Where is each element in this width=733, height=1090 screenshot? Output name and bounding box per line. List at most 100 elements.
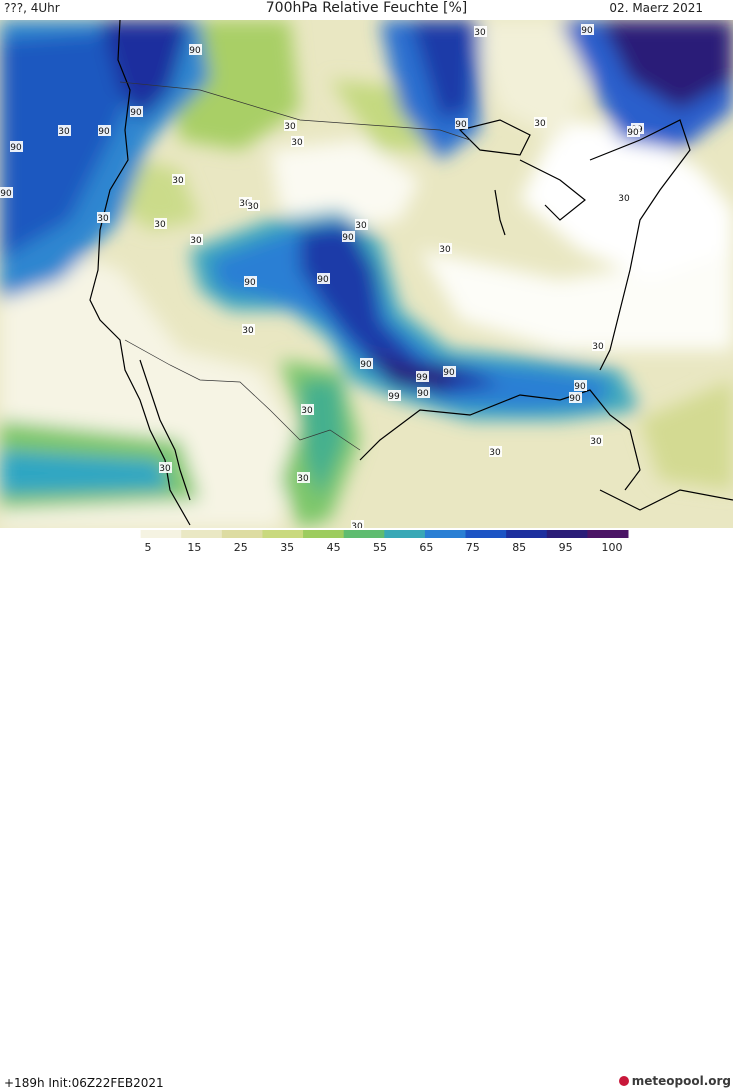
- colorbar-swatch: [221, 530, 263, 538]
- contour-label-text: 30: [301, 406, 313, 416]
- contour-label-text: 30: [618, 194, 630, 204]
- contour-label-text: 90: [130, 108, 142, 118]
- contour-label-text: 90: [574, 382, 586, 392]
- map-title: 700hPa Relative Feuchte [%]: [265, 0, 468, 16]
- contour-label-text: 30: [159, 464, 171, 474]
- colorbar-tick-label: 75: [466, 541, 480, 554]
- contour-label-text: 90: [569, 394, 581, 404]
- colorbar-swatch: [140, 530, 182, 538]
- contour-label-text: 30: [474, 28, 486, 38]
- contour-label-text: 90: [10, 143, 22, 153]
- contour-label: 30: [297, 472, 310, 484]
- contour-label-text: 30: [355, 221, 367, 231]
- contour-label: 30: [351, 520, 364, 528]
- colorbar-tick-label: 85: [512, 541, 526, 554]
- contour-label-text: 90: [98, 127, 110, 137]
- contour-label-text: 30: [489, 448, 501, 458]
- colorbar-tick-label: 35: [280, 541, 294, 554]
- contour-label: 30: [301, 404, 314, 416]
- contour-label: 30: [247, 200, 260, 212]
- political-borders: [119, 81, 471, 451]
- contour-label-text: 30: [172, 176, 184, 186]
- contour-label-text: 30: [297, 474, 309, 484]
- colorbar-tick-label: 5: [145, 541, 152, 554]
- contour-label-text: 90: [244, 278, 256, 288]
- contour-label: 90: [443, 366, 456, 378]
- contour-label-text: 30: [291, 138, 303, 148]
- coastlines: [89, 20, 733, 526]
- contour-label-text: 90: [189, 46, 201, 56]
- contour-label-text: 30: [439, 245, 451, 255]
- contour-label: 30: [58, 125, 71, 137]
- contour-label-text: 99: [388, 392, 400, 402]
- contour-label: 30: [355, 219, 368, 231]
- contour-label-text: 30: [247, 202, 259, 212]
- colorbar-swatch: [506, 530, 548, 538]
- logo-dot-icon: [618, 1075, 629, 1086]
- colorbar: 5 15 25 35 45 55 65 75 85 95 100: [100, 530, 629, 554]
- contour-label: 90: [317, 273, 330, 285]
- contour-label-text: 30: [97, 214, 109, 224]
- contour-label: 99: [388, 390, 401, 402]
- contour-label-text: 90: [360, 360, 372, 370]
- colorbar-tick-label: 65: [419, 541, 433, 554]
- contour-label-text: 30: [534, 119, 546, 129]
- contour-label-text: 30: [58, 127, 70, 137]
- colorbar-swatch: [465, 530, 507, 538]
- contour-label: 30: [534, 117, 547, 129]
- contour-label-text: 90: [0, 189, 12, 199]
- contour-label: 90: [360, 358, 373, 370]
- contour-label: 30: [172, 174, 185, 186]
- contour-label-text: 30: [242, 326, 254, 336]
- contour-label-text: 90: [627, 128, 639, 138]
- contour-label-text: 30: [592, 342, 604, 352]
- contour-label-text: 90: [455, 120, 467, 130]
- meteopool-logo[interactable]: meteopool.org: [618, 1074, 731, 1088]
- logo-text: meteopool.org: [631, 1074, 731, 1088]
- contour-label: 30: [242, 324, 255, 336]
- colorbar-swatch: [181, 530, 223, 538]
- contour-label-text: 90: [342, 233, 354, 243]
- contour-label: 30: [590, 435, 603, 447]
- contour-label-text: 30: [154, 220, 166, 230]
- contour-label: 30: [439, 243, 452, 255]
- contour-label: 90: [130, 106, 143, 118]
- humidity-field: [0, 20, 733, 528]
- contour-label: 30: [489, 446, 502, 458]
- contour-label: 90: [581, 24, 594, 36]
- contour-label: 30: [592, 340, 605, 352]
- contour-label: 30: [618, 192, 631, 204]
- contour-label: 30: [291, 136, 304, 148]
- colorbar-swatch: [587, 530, 629, 538]
- colorbar-swatch: [343, 530, 385, 538]
- colorbar-swatch: [546, 530, 588, 538]
- colorbar-tick-label: 100: [602, 541, 623, 554]
- colorbar-tick-label: 25: [234, 541, 248, 554]
- contour-label: 30: [284, 120, 297, 132]
- contour-label-text: 99: [416, 373, 428, 383]
- contour-label-text: 30: [190, 236, 202, 246]
- contour-label-text: 90: [443, 368, 455, 378]
- contour-label: 99: [416, 371, 429, 383]
- contour-label-text: 30: [239, 199, 251, 209]
- contour-label-text: 30: [590, 437, 602, 447]
- contour-label: 90: [98, 125, 111, 137]
- colorbar-swatch: [384, 530, 426, 538]
- contour-label: 30: [474, 26, 487, 38]
- contour-label: 90: [10, 141, 23, 153]
- contour-label: 90: [574, 380, 587, 392]
- contour-label: 90: [244, 276, 257, 288]
- contour-label-text: 90: [317, 275, 329, 285]
- contour-label: 90: [627, 126, 640, 138]
- contour-label: 30: [97, 212, 110, 224]
- colorbar-swatch: [424, 530, 467, 538]
- colorbar-swatch: [100, 530, 142, 538]
- contour-label: 90: [417, 387, 430, 399]
- colorbar-tick-label: 15: [187, 541, 201, 554]
- contour-label-text: 30: [284, 122, 296, 132]
- valid-time-label: ???, 4Uhr: [4, 1, 60, 15]
- run-info: +189h Init:06Z22FEB2021: [4, 1076, 164, 1090]
- contour-label-text: 30: [351, 522, 363, 528]
